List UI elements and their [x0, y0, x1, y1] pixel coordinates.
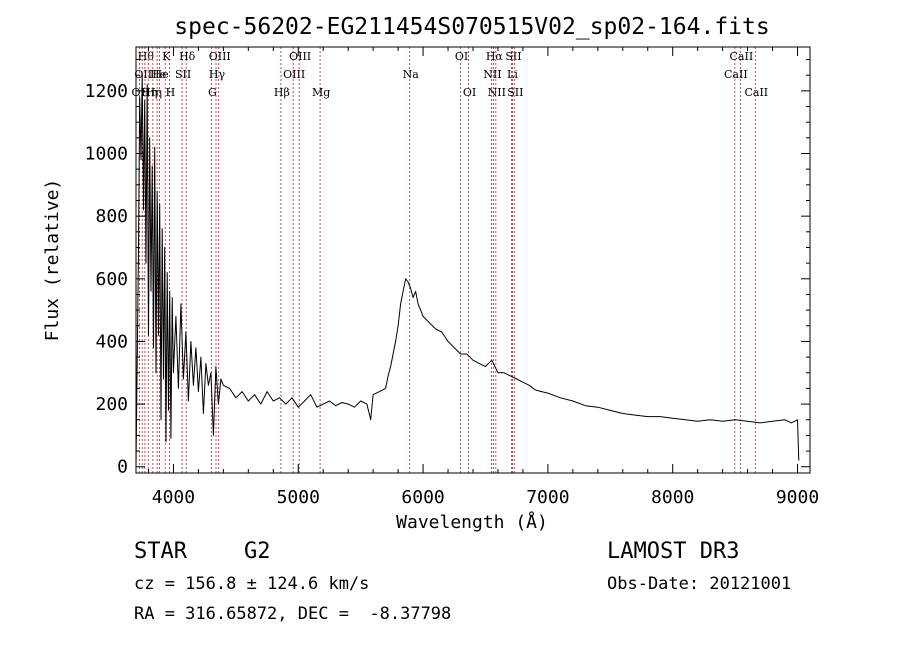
line-marker-label: Mg — [312, 86, 330, 99]
line-marker-label: NII — [488, 86, 506, 99]
flux-series — [135, 74, 800, 467]
survey-name: LAMOST DR3 — [607, 539, 740, 564]
coordinates: RA = 316.65872, DEC = -8.37798 — [134, 604, 452, 624]
x-axis-label: Wavelength (Å) — [396, 511, 548, 533]
chart-title: spec-56202-EG211454S070515V02_sp02-164.f… — [174, 14, 769, 40]
y-tick-label: 1200 — [85, 81, 128, 102]
x-tick-label: 8000 — [651, 487, 694, 508]
y-axis-label: Flux (relative) — [42, 179, 63, 342]
line-marker-label: Li — [507, 68, 518, 81]
line-marker-label: CaII — [730, 50, 754, 63]
object-class: STAR — [134, 539, 187, 564]
line-marker-label: OIII — [283, 68, 305, 81]
obs-date: Obs-Date: 20121001 — [607, 574, 792, 594]
line-marker-label: Hα — [486, 50, 504, 63]
line-marker-label: OIII — [289, 50, 311, 63]
y-tick-label: 600 — [95, 269, 128, 290]
line-marker-label: OII — [134, 68, 152, 81]
line-marker-label: K — [162, 50, 171, 63]
line-marker-label: G — [208, 86, 217, 99]
x-tick-label: 9000 — [776, 487, 819, 508]
line-marker-label: Na — [403, 68, 420, 81]
line-marker-label: Hη — [141, 86, 157, 99]
line-marker-label: CaII — [744, 86, 768, 99]
y-tick-label: 800 — [95, 206, 128, 227]
x-tick-label: 6000 — [401, 487, 444, 508]
line-marker-label: NII — [483, 68, 501, 81]
line-marker-label: SII — [505, 50, 521, 63]
line-marker-label: H — [166, 86, 176, 99]
line-marker-label: Hη — [146, 86, 162, 99]
line-marker-label: OI — [463, 86, 476, 99]
x-axis: 4000 5000 6000 7000 8000 9000 — [147, 47, 819, 508]
line-marker-label: Hθ — [138, 50, 155, 63]
line-marker-label: Hδ — [179, 50, 196, 63]
x-tick-label: 7000 — [526, 487, 569, 508]
y-axis: 0 200 400 600 800 1000 1200 — [85, 59, 810, 478]
flux-line — [135, 74, 800, 467]
y-tick-label: 0 — [117, 457, 128, 478]
emission-line-markers: OIIOIIHθHηHηHeHeKHSIIHδGHγOIIIHβOIIIOIII… — [132, 47, 768, 473]
line-marker-label: He — [153, 68, 169, 81]
redshift-readout: cz = 156.8 ± 124.6 km/s — [134, 574, 370, 594]
y-tick-label: 400 — [95, 331, 128, 352]
line-marker-label: Hγ — [209, 68, 226, 81]
line-marker-label: OI — [455, 50, 468, 63]
object-subclass: G2 — [244, 539, 271, 564]
line-marker-label: OIII — [209, 50, 231, 63]
line-marker-label: CaII — [724, 68, 748, 81]
line-marker-label: SII — [175, 68, 191, 81]
x-tick-label: 5000 — [277, 487, 320, 508]
line-marker-label: Hβ — [274, 86, 290, 99]
y-tick-label: 200 — [95, 394, 128, 415]
y-tick-label: 1000 — [85, 144, 128, 165]
plot-frame — [135, 46, 811, 474]
line-marker-label: He — [150, 68, 166, 81]
x-tick-label: 4000 — [152, 487, 195, 508]
line-marker-label: SII — [507, 86, 523, 99]
